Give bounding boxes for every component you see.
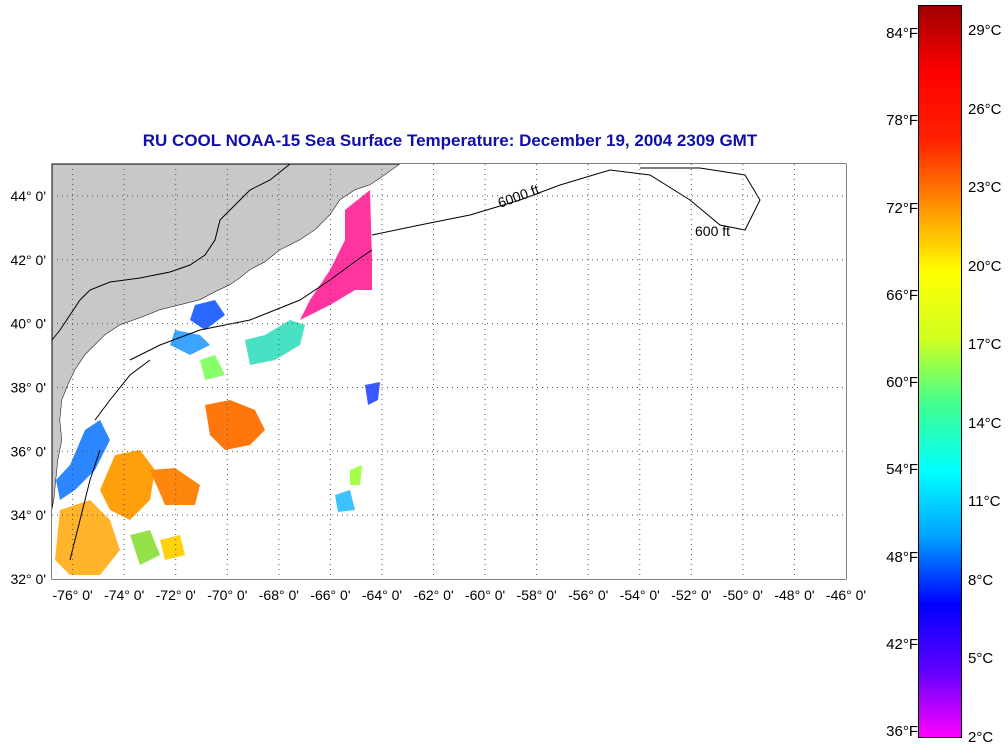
lat-label: 32° 0' bbox=[10, 571, 46, 587]
colorbar-label-celsius: 8°C bbox=[968, 571, 994, 589]
lon-label: -66° 0' bbox=[310, 587, 350, 603]
map-title: RU COOL NOAA-15 Sea Surface Temperature:… bbox=[142, 131, 758, 150]
colorbar-label-fahrenheit: 48°F bbox=[886, 548, 918, 566]
colorbar-label-celsius: 17°C bbox=[968, 336, 1002, 354]
colorbar bbox=[918, 5, 962, 738]
colorbar-label-celsius: 2°C bbox=[968, 729, 994, 746]
graticule bbox=[52, 164, 846, 579]
lat-label: 36° 0' bbox=[10, 443, 46, 459]
colorbar-label-fahrenheit: 36°F bbox=[886, 723, 918, 741]
lat-label: 44° 0' bbox=[10, 188, 46, 204]
sst-patches bbox=[55, 190, 380, 575]
lon-label: -54° 0' bbox=[620, 587, 660, 603]
lon-label: -76° 0' bbox=[53, 587, 93, 603]
map-area: 6000 ft 600 ft bbox=[51, 163, 847, 580]
isobaths bbox=[69, 167, 761, 561]
colorbar-label-celsius: 20°C bbox=[968, 257, 1002, 275]
colorbar-label-celsius: 14°C bbox=[968, 414, 1002, 432]
colorbar-label-celsius: 5°C bbox=[968, 650, 994, 668]
lon-label: -52° 0' bbox=[671, 587, 711, 603]
colorbar-label-celsius: 11°C bbox=[968, 493, 1001, 511]
longitude-labels: -76° 0' -74° 0' -72° 0' -70° 0' -68° 0' -66° … bbox=[53, 587, 867, 603]
colorbar-label-celsius: 29°C bbox=[968, 22, 1002, 40]
lon-label: -72° 0' bbox=[156, 587, 196, 603]
lon-label: -50° 0' bbox=[723, 587, 763, 603]
land-northeast bbox=[51, 163, 292, 342]
colorbar-label-fahrenheit: 42°F bbox=[886, 635, 918, 653]
lon-label: -46° 0' bbox=[826, 587, 866, 603]
lon-label: -58° 0' bbox=[517, 587, 557, 603]
lon-label: -56° 0' bbox=[568, 587, 608, 603]
isobath-label-600: 600 ft bbox=[695, 223, 730, 239]
colorbar-label-celsius: 26°C bbox=[968, 100, 1002, 118]
lon-label: -62° 0' bbox=[413, 587, 453, 603]
colorbar-label-fahrenheit: 54°F bbox=[886, 461, 918, 479]
lon-label: -48° 0' bbox=[774, 587, 814, 603]
lat-label: 40° 0' bbox=[10, 316, 46, 332]
lat-label: 34° 0' bbox=[10, 507, 46, 523]
colorbar-label-fahrenheit: 60°F bbox=[886, 374, 918, 392]
lon-label: -70° 0' bbox=[207, 587, 247, 603]
lon-label: -64° 0' bbox=[362, 587, 402, 603]
colorbar-label-fahrenheit: 66°F bbox=[886, 286, 918, 304]
colorbar-label-fahrenheit: 78°F bbox=[886, 112, 918, 130]
lon-label: -60° 0' bbox=[465, 587, 505, 603]
lon-label: -74° 0' bbox=[104, 587, 144, 603]
lat-label: 42° 0' bbox=[10, 252, 46, 268]
colorbar-label-celsius: 23°C bbox=[968, 179, 1002, 197]
latitude-labels: 44° 0' 42° 0' 40° 0' 38° 0' 36° 0' 34° 0' 32° … bbox=[10, 188, 46, 587]
lat-label: 38° 0' bbox=[10, 379, 46, 395]
colorbar-label-fahrenheit: 84°F bbox=[886, 25, 918, 43]
colorbar-label-fahrenheit: 72°F bbox=[886, 199, 918, 217]
lon-label: -68° 0' bbox=[259, 587, 299, 603]
